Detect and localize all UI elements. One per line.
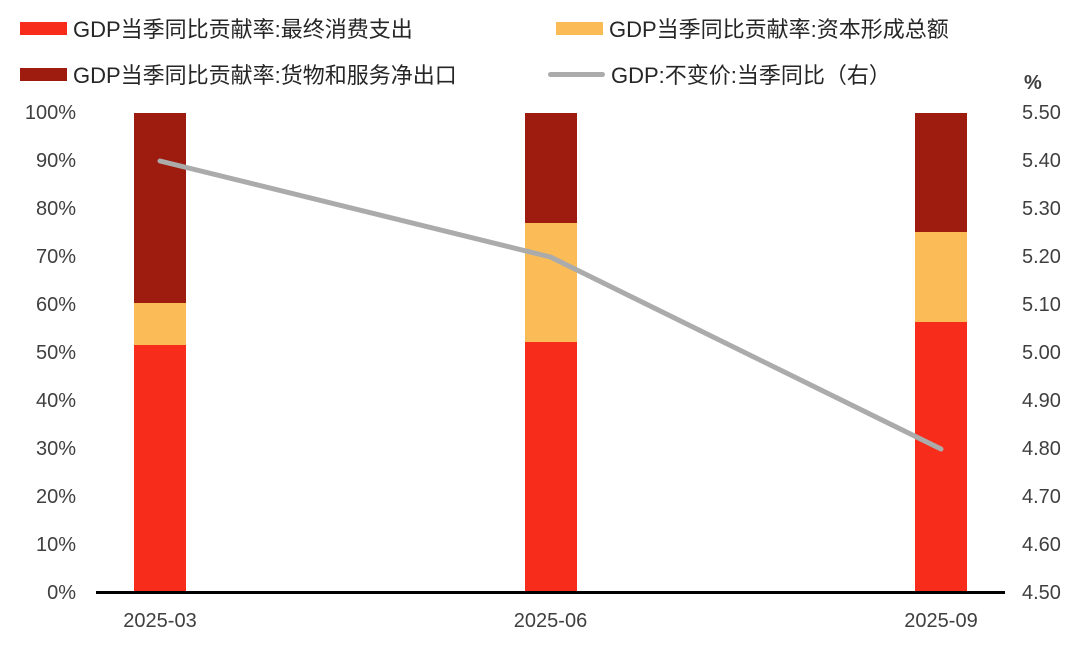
left-axis-tick: 10% xyxy=(35,534,76,556)
left-axis-tick: 0% xyxy=(47,582,76,604)
bar-segment xyxy=(915,322,967,593)
left-axis-tick: 70% xyxy=(35,246,76,268)
right-axis-tick: 4.80 xyxy=(1022,438,1061,460)
right-axis-tick: 5.30 xyxy=(1022,198,1061,220)
left-axis-tick: 50% xyxy=(35,342,76,364)
bar-segment xyxy=(524,113,577,224)
right-axis-tick: 4.60 xyxy=(1022,534,1061,556)
bar-segment xyxy=(134,303,186,345)
bar-segment xyxy=(915,113,967,233)
left-axis-tick: 20% xyxy=(35,486,76,508)
legend-label-net-exports: GDP当季同比贡献率:货物和服务净出口 xyxy=(73,63,457,88)
legend-swatch-capital-formation xyxy=(556,21,603,35)
legend-item-gdp-yoy-line: GDP:不变价:当季同比（右） xyxy=(548,59,891,89)
plot-area xyxy=(96,113,1005,593)
legend-swatch-net-exports xyxy=(20,67,67,81)
bar-segment xyxy=(524,341,577,593)
legend-label-gdp-yoy-line: GDP:不变价:当季同比（右） xyxy=(611,63,891,88)
right-axis-tick: 4.90 xyxy=(1022,390,1061,412)
legend-label-capital-formation: GDP当季同比贡献率:资本形成总额 xyxy=(609,17,949,42)
left-axis-tick: 90% xyxy=(35,150,76,172)
legend-label-final-consumption: GDP当季同比贡献率:最终消费支出 xyxy=(73,17,413,42)
right-axis-tick: 5.00 xyxy=(1022,342,1061,364)
gdp-yoy-line xyxy=(157,158,944,452)
legend-swatch-gdp-yoy-line xyxy=(548,71,605,77)
legend-swatch-final-consumption xyxy=(20,21,67,35)
right-axis-unit-label: % xyxy=(1024,72,1042,94)
x-axis-label: 2025-03 xyxy=(123,610,197,632)
bar-segment xyxy=(134,344,186,593)
bar-segment xyxy=(524,223,577,342)
left-axis-tick: 40% xyxy=(35,390,76,412)
x-axis-label: 2025-06 xyxy=(513,610,588,632)
left-axis-tick: 60% xyxy=(35,294,76,316)
left-axis-tick: 30% xyxy=(35,438,76,460)
left-axis-tick: 80% xyxy=(35,198,76,220)
x-axis-label: 2025-09 xyxy=(904,610,978,632)
bar-segment xyxy=(134,113,186,304)
x-axis-line xyxy=(96,591,1005,594)
left-axis-tick: 100% xyxy=(24,102,76,124)
legend-item-net-exports: GDP当季同比贡献率:货物和服务净出口 xyxy=(20,59,457,89)
right-axis-tick: 4.70 xyxy=(1022,486,1061,508)
right-axis-tick: 5.50 xyxy=(1022,102,1061,124)
legend-item-capital-formation: GDP当季同比贡献率:资本形成总额 xyxy=(556,13,949,43)
right-axis-tick: 5.10 xyxy=(1022,294,1061,316)
right-axis-tick: 5.40 xyxy=(1022,150,1061,172)
legend-item-final-consumption: GDP当季同比贡献率:最终消费支出 xyxy=(20,13,413,43)
right-axis-tick: 5.20 xyxy=(1022,246,1061,268)
bar-segment xyxy=(915,232,967,323)
right-axis-tick: 4.50 xyxy=(1022,582,1061,604)
